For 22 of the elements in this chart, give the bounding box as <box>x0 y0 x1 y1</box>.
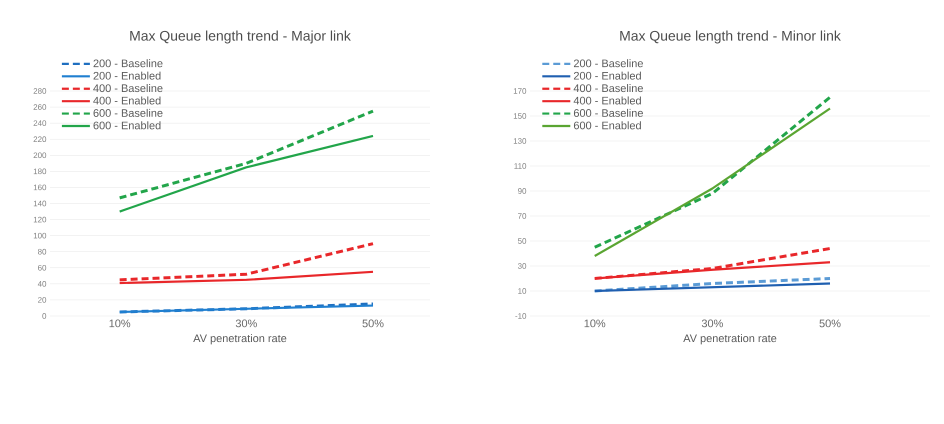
x-tick-label: 30% <box>702 320 723 328</box>
chart-title: Max Queue length trend - Major link <box>130 30 351 44</box>
x-axis-title: AV penetration rate <box>683 334 776 344</box>
x-tick-label: 10% <box>110 320 130 328</box>
legend-label: 400 - Baseline <box>574 84 643 92</box>
legend-label: 200 - Enabled <box>574 72 641 80</box>
x-tick-label: 50% <box>819 320 841 328</box>
legend-label: 600 - Enabled <box>574 121 641 130</box>
legend-label: 400 - Enabled <box>93 96 160 104</box>
legend-label: 600 - Baseline <box>574 108 643 117</box>
legend-label: 600 - Baseline <box>94 108 163 117</box>
legend-label: 200 - Baseline <box>574 59 643 68</box>
chart-title: Max Queue length trend - Minor link <box>620 30 841 44</box>
legend-label: 200 - Enabled <box>94 72 160 80</box>
x-axis-title: AV penetration rate <box>193 334 286 344</box>
x-tick-label: 30% <box>236 320 257 328</box>
legend-label: 400 - Baseline <box>93 84 163 92</box>
legend-label: 600 - Enabled <box>94 121 160 130</box>
legend-label: 400 - Enabled <box>574 96 641 104</box>
x-tick-label: 10% <box>584 320 606 328</box>
x-tick-label: 50% <box>362 320 384 328</box>
legend-label: 200 - Baseline <box>94 59 163 68</box>
